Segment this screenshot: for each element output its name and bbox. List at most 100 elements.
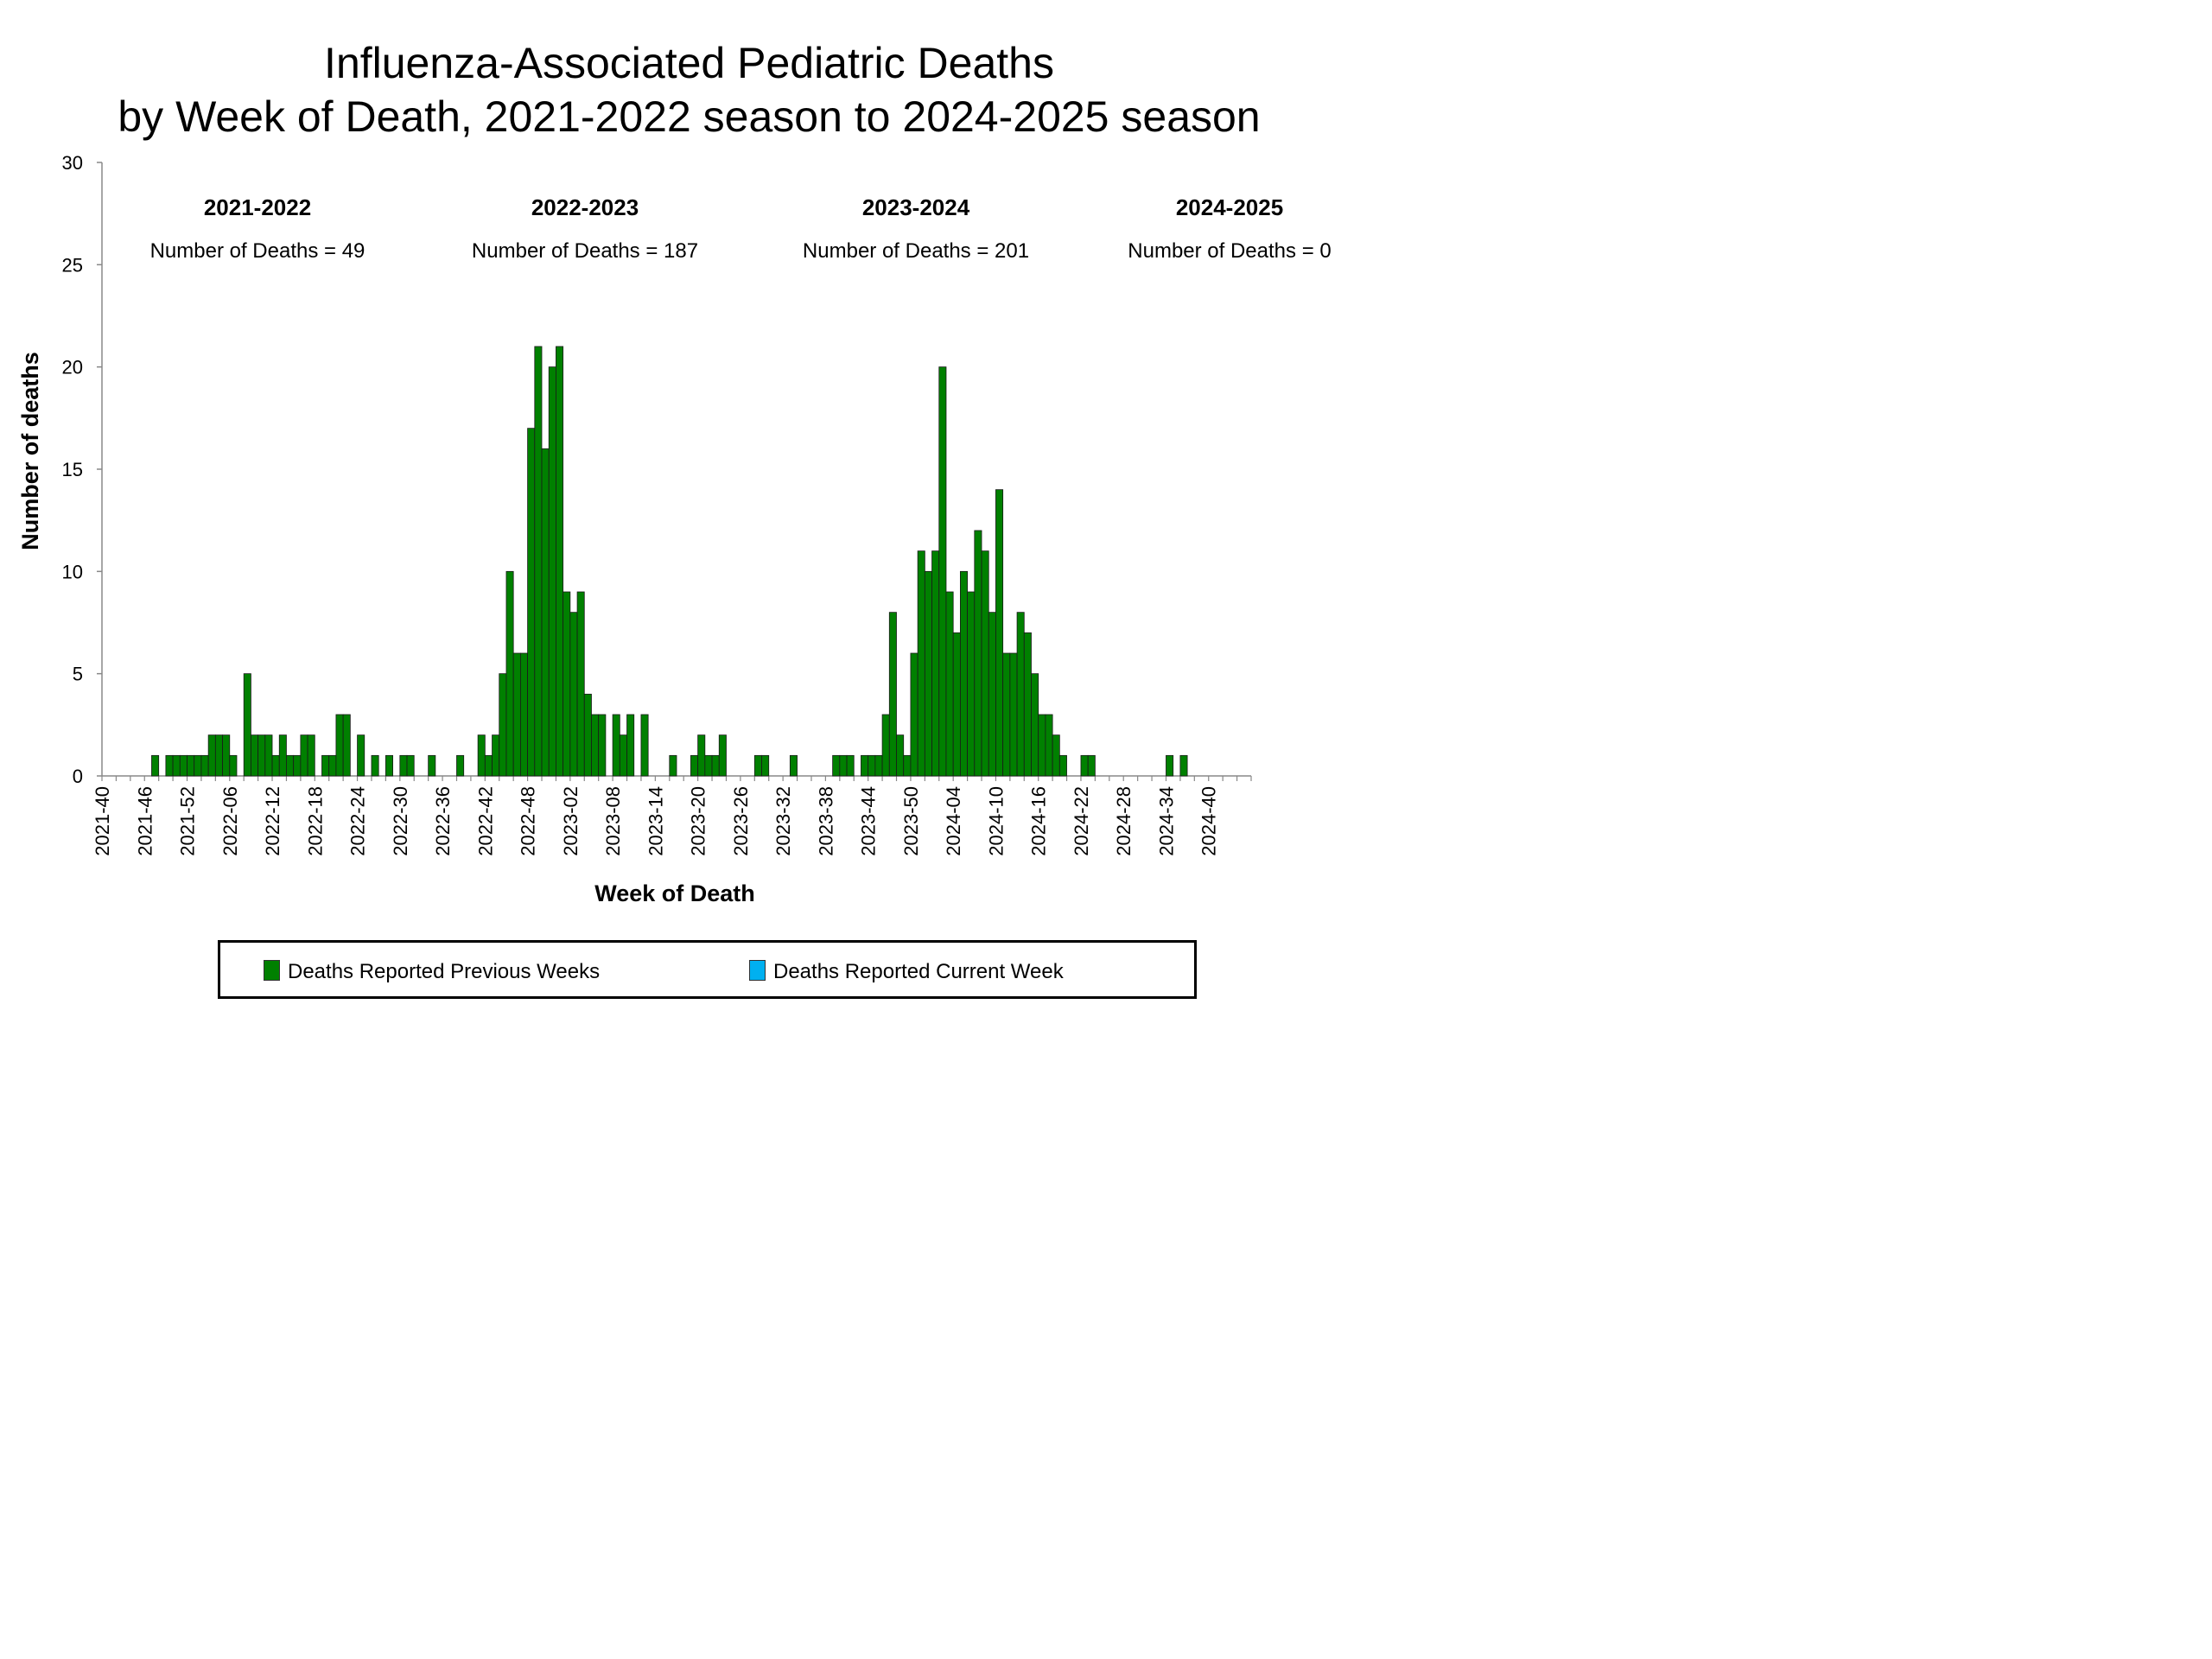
y-tick-label: 30 (62, 152, 83, 174)
bar (1179, 754, 1188, 777)
bar (974, 530, 982, 777)
bar (931, 550, 940, 777)
legend-swatch-previous-weeks (264, 960, 280, 981)
bar (257, 734, 266, 777)
chart-title-line-1: Influenza-Associated Pediatric Deaths (324, 39, 1054, 87)
x-tick-label: 2021-52 (177, 786, 199, 856)
bar (952, 632, 961, 777)
bar (406, 754, 415, 777)
x-tick-label: 2024-10 (985, 786, 1007, 856)
x-tick-label: 2024-28 (1113, 786, 1135, 856)
bar (328, 754, 337, 777)
bar (229, 754, 238, 777)
bar (640, 714, 649, 777)
bar (563, 591, 571, 777)
bar (214, 734, 223, 777)
bar (357, 734, 365, 777)
x-tick-label: 2024-04 (943, 786, 964, 856)
bar (399, 754, 408, 777)
season-label: 2024-2025 (1176, 194, 1283, 220)
x-tick-label: 2022-24 (347, 786, 369, 856)
bar (881, 714, 890, 777)
bar (222, 734, 231, 777)
bar (903, 754, 912, 777)
bar (598, 714, 607, 777)
season-label: 2023-2024 (862, 194, 970, 220)
y-axis: 0 5 10 15 20 25 30 (62, 152, 103, 787)
bar (293, 754, 302, 777)
bar (499, 673, 507, 777)
bar (1016, 612, 1025, 777)
x-axis-title: Week of Death (594, 880, 755, 906)
x-tick-label: 2023-14 (645, 786, 666, 856)
bar (1058, 754, 1067, 777)
season-labels: 2021-2022 Number of Deaths = 49 2022-2023 N… (150, 194, 1332, 263)
legend-item-previous-weeks: Deaths Reported Previous Weeks (264, 960, 600, 984)
bar (967, 591, 976, 777)
bar (591, 714, 600, 777)
bar (1045, 714, 1053, 777)
legend-label-previous-weeks: Deaths Reported Previous Weeks (288, 960, 601, 983)
bar (711, 754, 720, 777)
bar (371, 754, 379, 777)
bar (861, 754, 869, 777)
x-tick-label: 2022-18 (304, 786, 326, 856)
x-tick-label: 2022-12 (262, 786, 283, 856)
bar-chart: 0 5 10 15 20 25 30 2021-40 2021-46 2021-52 2022-0… (17, 152, 1332, 906)
bar (569, 612, 578, 777)
bar (484, 754, 493, 777)
bar (342, 714, 351, 777)
x-tick-label: 2022-48 (518, 786, 539, 856)
bar (839, 754, 848, 777)
bar (172, 754, 181, 777)
bars (151, 346, 1188, 777)
bar (321, 754, 330, 777)
bar (556, 346, 564, 777)
bar (917, 550, 925, 777)
bar (335, 714, 344, 777)
chart-title-line-2: by Week of Death, 2021-2022 season to 20… (118, 92, 1261, 141)
bar (753, 754, 762, 777)
x-tick-label: 2022-30 (390, 786, 411, 856)
bar (548, 366, 556, 777)
x-tick-label: 2024-34 (1155, 786, 1177, 856)
x-tick-label: 2023-50 (900, 786, 922, 856)
bar (1087, 754, 1096, 777)
bar (1031, 673, 1039, 777)
y-tick-label: 10 (62, 561, 83, 582)
x-tick-label: 2021-46 (134, 786, 156, 856)
y-tick-label: 25 (62, 254, 83, 276)
legend-label-current-week: Deaths Reported Current Week (773, 960, 1064, 983)
x-tick-label: 2024-40 (1198, 786, 1220, 856)
bar (888, 612, 897, 777)
bar (527, 428, 536, 777)
bar (165, 754, 174, 777)
legend-swatch-current-week (749, 960, 766, 981)
bar (690, 754, 699, 777)
x-tick-label: 2023-38 (815, 786, 836, 856)
bar (278, 734, 287, 777)
bar (988, 612, 996, 777)
y-tick-label: 0 (73, 766, 83, 787)
bar (1009, 652, 1018, 777)
bar (669, 754, 677, 777)
bar (271, 754, 280, 777)
x-tick-label: 2024-22 (1071, 786, 1092, 856)
bar (385, 754, 394, 777)
x-tick-label: 2023-02 (560, 786, 582, 856)
bar (1023, 632, 1032, 777)
bar (286, 754, 295, 777)
season-death-count: Number of Deaths = 201 (803, 239, 1029, 263)
bar (179, 754, 188, 777)
y-axis-title: Number of deaths (17, 352, 43, 550)
bar (995, 489, 1004, 777)
bar (1038, 714, 1046, 777)
season-label: 2021-2022 (204, 194, 311, 220)
bar (1166, 754, 1174, 777)
bar (938, 366, 947, 777)
bar (832, 754, 841, 777)
bar (846, 754, 855, 777)
bar (612, 714, 620, 777)
chart-title: Influenza-Associated Pediatric Deaths by… (0, 36, 1378, 143)
x-tick-label: 2024-16 (1028, 786, 1050, 856)
